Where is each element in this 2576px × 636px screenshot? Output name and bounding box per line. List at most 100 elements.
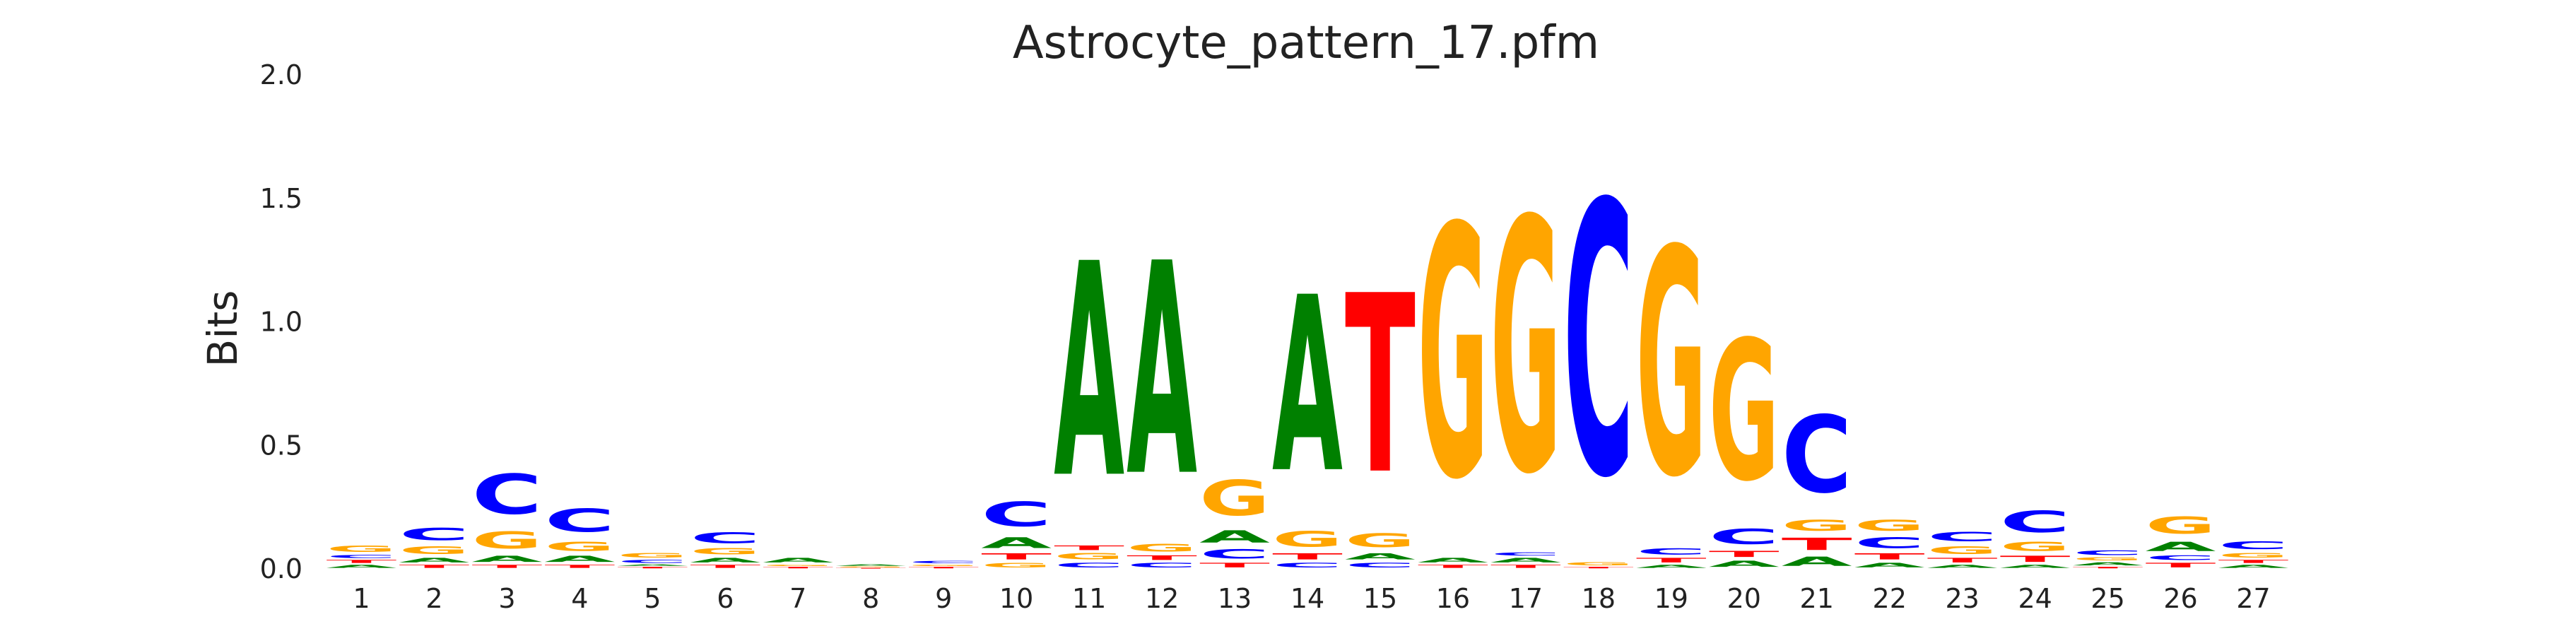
x-tick-label: 22 <box>1873 583 1907 614</box>
logo-letter-t: T <box>908 567 979 569</box>
x-tick-label: 8 <box>862 583 879 614</box>
logo-letter-g: G <box>2000 539 2071 554</box>
logo-letter-a: A <box>1199 527 1270 547</box>
logo-letter-a: A <box>1418 557 1488 564</box>
logo-letter-t: T <box>327 559 397 564</box>
logo-letter-a: A <box>2146 539 2216 554</box>
x-tick-label: 3 <box>498 583 515 614</box>
y-axis-label: Bits <box>199 290 247 367</box>
x-tick-label: 21 <box>1800 583 1834 614</box>
logo-letter-c: C <box>2000 505 2071 539</box>
logo-letter-c: C <box>399 524 470 544</box>
y-tick-label: 0.0 <box>260 553 302 584</box>
x-tick-label: 1 <box>353 583 370 614</box>
logo-letter-g: G <box>1054 552 1124 562</box>
x-tick-label: 5 <box>644 583 661 614</box>
logo-letter-c: C <box>981 495 1052 535</box>
logo-letter-t: T <box>1272 552 1343 562</box>
logo-letter-c: C <box>1927 529 1998 544</box>
logo-letter-a: A <box>1927 564 1998 569</box>
logo-letter-t: T <box>2146 562 2216 569</box>
logo-letter-g: G <box>1927 544 1998 556</box>
logo-letter-t: T <box>1199 562 1270 569</box>
logo-letter-a: A <box>399 557 470 564</box>
logo-letter-g: G <box>327 544 397 554</box>
logo-letter-g: G <box>1709 300 1780 524</box>
logo-letter-c: C <box>908 560 979 564</box>
x-tick-label: 13 <box>1218 583 1252 614</box>
x-tick-label: 7 <box>789 583 806 614</box>
logo-letter-t: T <box>1418 564 1488 569</box>
logo-letter-g: G <box>544 539 615 554</box>
x-tick-label: 11 <box>1072 583 1106 614</box>
logo-letter-g: G <box>1782 517 1852 534</box>
y-tick-label: 0.5 <box>260 430 302 461</box>
x-tick-label: 6 <box>717 583 734 614</box>
x-tick-label: 18 <box>1582 583 1616 614</box>
logo-letter-t: T <box>835 567 906 569</box>
x-tick-label: 10 <box>999 583 1033 614</box>
logo-letter-a: A <box>471 554 542 564</box>
logo-letter-c: C <box>471 463 542 526</box>
x-tick-label: 17 <box>1509 583 1543 614</box>
logo-letter-c: C <box>327 554 397 559</box>
logo-letter-a: A <box>1054 202 1125 543</box>
x-tick-label: 19 <box>1654 583 1688 614</box>
x-tick-label: 20 <box>1727 583 1761 614</box>
logo-letter-c: C <box>2073 549 2143 557</box>
logo-letter-c: C <box>544 502 615 539</box>
logo-letter-c: C <box>1272 561 1343 569</box>
x-tick-label: 15 <box>1363 583 1397 614</box>
x-tick-label: 14 <box>1290 583 1324 614</box>
logo-letter-a: A <box>2218 564 2289 569</box>
y-tick-label: 1.0 <box>260 307 302 338</box>
logo-letter-t: T <box>617 567 688 569</box>
x-tick-label: 2 <box>425 583 442 614</box>
logo-letter-c: C <box>1199 547 1270 562</box>
logo-letter-a: A <box>544 554 615 564</box>
x-tick-label: 16 <box>1436 583 1470 614</box>
logo-letter-a: A <box>981 534 1052 551</box>
logo-letter-t: T <box>399 564 470 569</box>
logo-letter-g: G <box>981 562 1052 569</box>
x-tick-label: 4 <box>571 583 588 614</box>
logo-letter-a: A <box>2000 564 2071 569</box>
logo-letter-t: T <box>2073 567 2143 569</box>
logo-letter-a: A <box>1127 202 1198 541</box>
logo-letter-g: G <box>2073 557 2143 562</box>
logo-letter-a: A <box>1345 552 1416 562</box>
logo-letter-g: G <box>908 564 979 566</box>
logo-letter-t: T <box>1854 552 1925 562</box>
logo-letter-a: A <box>1709 559 1780 569</box>
logo-letter-c: C <box>1709 525 1780 550</box>
logo-letter-t: T <box>1782 534 1852 554</box>
logo-letter-t: T <box>471 564 542 569</box>
logo-letter-t: T <box>2218 559 2289 564</box>
logo-letter-c: C <box>1490 552 1561 557</box>
logo-letter-g: G <box>1563 562 1634 567</box>
logo-letter-a: A <box>2073 562 2143 567</box>
logo-letter-a: A <box>1782 554 1852 569</box>
y-tick-label: 2.0 <box>260 59 302 90</box>
logo-letter-g: G <box>1490 148 1561 551</box>
logo-letter-a: A <box>327 564 397 569</box>
logo-letter-c: C <box>1563 126 1634 561</box>
logo-letter-t: T <box>690 564 760 569</box>
x-tick-label: 23 <box>1945 583 1979 614</box>
logo-letter-t: T <box>1636 557 1707 564</box>
logo-letter-a: A <box>835 564 906 567</box>
logo-letter-t: T <box>1563 567 1634 569</box>
logo-letter-g: G <box>690 547 760 557</box>
logo-letter-t: T <box>2000 554 2071 564</box>
logo-letter-c: C <box>2146 554 2216 562</box>
logo-letter-a: A <box>1272 246 1343 526</box>
logo-letter-t: T <box>1490 564 1561 569</box>
x-tick-label: 12 <box>1145 583 1179 614</box>
logo-letter-a: A <box>1490 557 1561 564</box>
x-tick-label: 27 <box>2236 583 2270 614</box>
logo-letter-g: G <box>1854 517 1925 534</box>
logo-letter-g: G <box>1418 155 1488 555</box>
logo-letter-g: G <box>2218 552 2289 559</box>
